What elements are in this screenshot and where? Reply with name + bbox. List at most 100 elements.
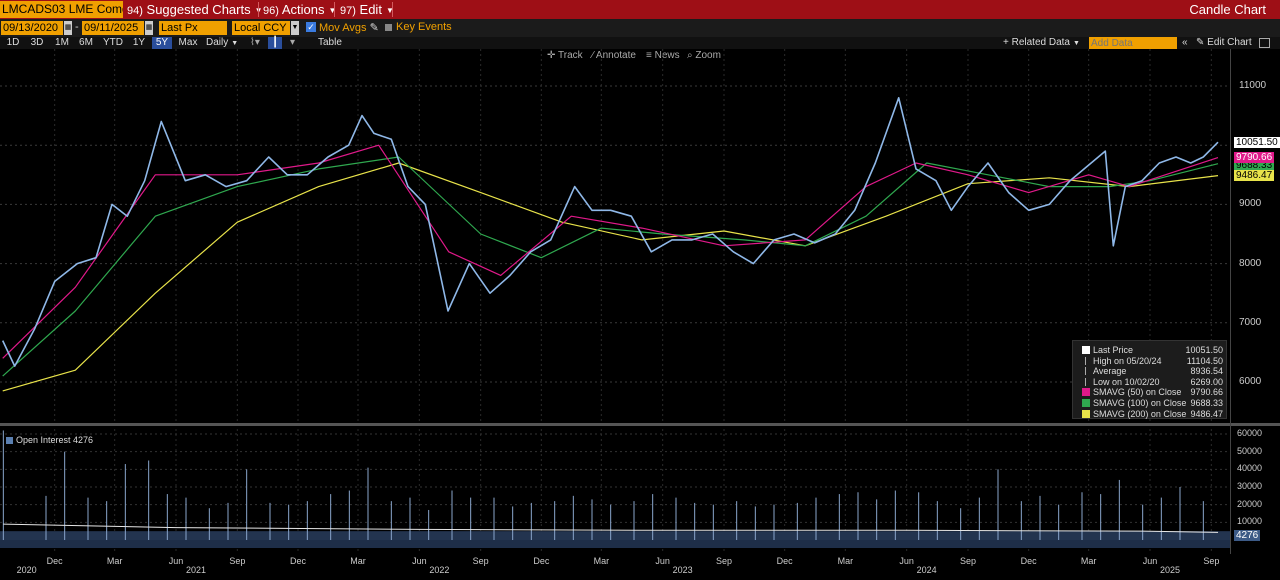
pencil-icon[interactable]: ✎ — [369, 22, 379, 34]
candle-chart-icon[interactable]: ┃ — [268, 37, 282, 49]
ticker-field[interactable]: LMCADS03 LME Comdty — [0, 1, 123, 18]
table-button[interactable]: Table — [318, 37, 342, 48]
price-field-select[interactable]: Last Px — [159, 21, 227, 35]
y-axis-line — [1230, 49, 1231, 554]
legend-value: 10051.50 — [1185, 345, 1223, 355]
settings-bar — [0, 19, 1280, 37]
range-5y[interactable]: 5Y — [152, 37, 172, 49]
line-chart-icon[interactable]: ⌇▾ — [250, 37, 260, 48]
oi-baseline-band — [0, 531, 1230, 540]
last-price-tag: 10051.50 — [1234, 137, 1280, 148]
oi-tag: 4276 — [1234, 530, 1261, 541]
legend-value: 9486.47 — [1190, 408, 1223, 419]
oi-tick-label: 50000 — [1237, 445, 1263, 456]
range-3d[interactable]: 3D — [30, 37, 44, 48]
sma100-path — [2, 156, 1219, 377]
price-grid — [0, 49, 1230, 554]
month-tick-label: Sep — [472, 556, 489, 566]
legend-row[interactable]: SMAVG (200) on Close 9486.47 — [1073, 409, 1226, 419]
calendar-icon[interactable]: ▦ — [145, 21, 153, 35]
maximize-icon[interactable] — [1259, 38, 1270, 48]
month-tick-label: Jun — [168, 556, 184, 566]
legend-row[interactable]: SMAVG (50) on Close 9790.66 — [1073, 387, 1226, 397]
year-tick-label: 2020 — [16, 565, 37, 575]
add-data-input[interactable] — [1089, 37, 1177, 49]
more-options-icon[interactable]: ▾ — [290, 37, 296, 48]
legend-label: SMAVG (100) on Close — [1093, 398, 1187, 408]
month-tick-label: Jun — [899, 556, 914, 566]
legend-value: 6269.00 — [1190, 376, 1223, 387]
range-max[interactable]: Max — [178, 37, 198, 48]
legend-box[interactable]: Last Price 10051.50 High on 05/20/24 11104.… — [1072, 340, 1227, 419]
chart-canvas[interactable] — [0, 49, 1280, 580]
legend-row[interactable]: Last Price 10051.50 — [1073, 345, 1226, 355]
pane-divider[interactable] — [0, 423, 1280, 426]
actions-number: 96) — [263, 5, 279, 17]
range-1m[interactable]: 1M — [55, 37, 69, 48]
sma100-tag: 9688.33 — [1234, 160, 1275, 171]
range-ytd[interactable]: YTD — [103, 37, 123, 48]
pencil-icon: ✎ — [1196, 37, 1205, 48]
month-tick-label: Sep — [715, 556, 733, 566]
legend-row[interactable]: Average 8936.54 — [1073, 366, 1226, 376]
magnifier-icon: ⌕ — [687, 50, 693, 61]
annotate-tool[interactable]: ∕ Annotate — [592, 50, 636, 61]
range-6m[interactable]: 6M — [79, 37, 93, 48]
track-tool[interactable]: ✛ Track — [547, 50, 583, 61]
month-tick-label: Dec — [533, 556, 550, 566]
caret-down-icon: ▼ — [385, 6, 394, 15]
month-tick-label: Mar — [593, 556, 610, 566]
legend-marker-icon — [1085, 377, 1090, 386]
oi-avg-line — [3, 523, 1219, 533]
year-tick-label: 2023 — [672, 565, 693, 575]
year-tick-label: 2022 — [429, 565, 450, 575]
pencil-icon: ∕ — [592, 50, 594, 61]
chevron-down-icon[interactable]: ▼ — [291, 21, 299, 35]
collapse-icon[interactable]: « — [1182, 37, 1188, 48]
legend-marker-icon — [1085, 356, 1090, 365]
end-date-field[interactable]: 09/11/2025 — [82, 21, 144, 35]
edit-menu[interactable]: 97) Edit ▼ — [340, 0, 394, 19]
month-tick-label: Jun — [1142, 556, 1158, 566]
currency-select[interactable]: Local CCY — [232, 21, 290, 35]
start-date-field[interactable]: 09/13/2020 — [1, 21, 63, 35]
oi-tick-label: 20000 — [1237, 498, 1263, 509]
suggested-charts-menu[interactable]: 94) Suggested Charts▼ — [127, 0, 263, 19]
month-tick-label: Sep — [229, 556, 246, 566]
range-1d[interactable]: 1D — [6, 37, 20, 48]
zoom-tool[interactable]: ⌕ Zoom — [687, 50, 721, 61]
month-tick-label: Mar — [106, 556, 123, 566]
news-tool[interactable]: ≡ News — [646, 50, 680, 61]
related-data-menu[interactable]: + Related Data ▼ — [1003, 37, 1080, 48]
calendar-icon[interactable]: ▦ — [64, 21, 72, 35]
key-events-checkbox[interactable] — [385, 24, 392, 31]
legend-value: 8936.54 — [1190, 366, 1223, 377]
range-1y[interactable]: 1Y — [132, 37, 146, 48]
legend-row[interactable]: Low on 10/02/20 6269.00 — [1073, 377, 1226, 387]
oi-avg-path — [3, 523, 1219, 533]
caret-down-icon: ▼ — [328, 6, 337, 15]
menu-separator — [392, 2, 393, 17]
periodicity-select[interactable]: Daily ▼ — [206, 37, 239, 48]
legend-label: Last Price — [1093, 345, 1134, 355]
price-tick-label: 6000 — [1239, 376, 1262, 387]
legend-value: 11104.50 — [1186, 355, 1223, 366]
actions-menu[interactable]: 96) Actions ▼ — [263, 0, 336, 19]
date-separator: - — [75, 21, 79, 33]
edit-chart-button[interactable]: ✎ Edit Chart — [1196, 37, 1252, 48]
month-tick-label: Mar — [1080, 556, 1097, 566]
oi-tick-label: 30000 — [1237, 481, 1263, 491]
month-tick-label: Mar — [837, 556, 854, 566]
oi-grid — [0, 433, 1230, 548]
mov-avgs-label[interactable]: Mov Avgs ✎ — [319, 22, 379, 34]
legend-row[interactable]: High on 05/20/24 11104.50 — [1073, 356, 1226, 366]
suggested-charts-number: 94) — [127, 5, 143, 17]
month-tick-label: Dec — [776, 556, 793, 566]
year-tick-label: 2025 — [1159, 565, 1181, 575]
sma50-tag: 9790.66 — [1234, 152, 1275, 163]
oi-floor — [0, 540, 1230, 548]
month-tick-label: Jun — [655, 556, 670, 566]
key-events-label[interactable]: Key Events — [396, 21, 452, 33]
mov-avgs-checkbox[interactable]: ✓ — [306, 22, 316, 32]
legend-row[interactable]: SMAVG (100) on Close 9688.33 — [1073, 398, 1226, 408]
